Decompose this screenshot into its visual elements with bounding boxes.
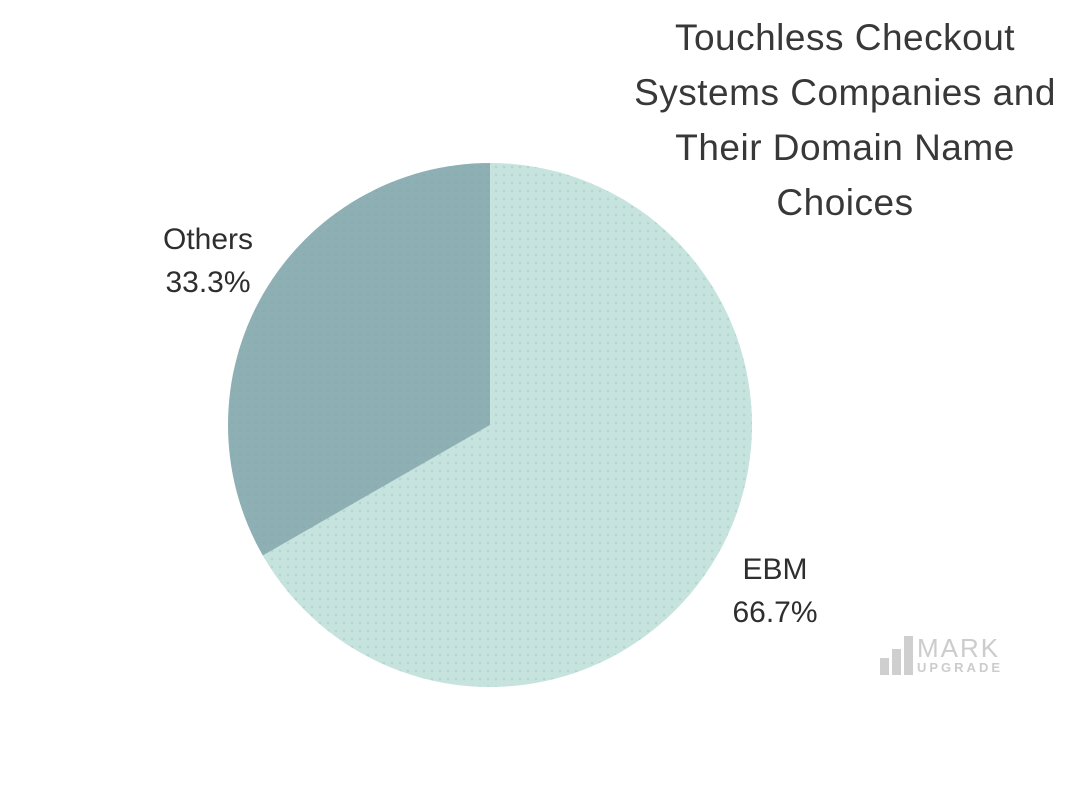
chart-title-line: Systems Companies and bbox=[634, 72, 1056, 113]
chart-title-line: Touchless Checkout bbox=[674, 17, 1016, 58]
bar-chart-icon-bar bbox=[880, 658, 889, 675]
chart-title-line: Their Domain Name bbox=[675, 127, 1015, 168]
slice-percent: 66.7% bbox=[732, 596, 818, 629]
brand-name: MARK UPGRADE bbox=[917, 633, 1004, 675]
slice-name: EBM bbox=[742, 553, 808, 586]
slice-label-others: Others 33.3% bbox=[123, 218, 293, 304]
chart-title-line: Choices bbox=[776, 182, 914, 223]
bar-chart-icon-bar bbox=[904, 636, 913, 675]
slice-label-ebm: EBM 66.7% bbox=[690, 548, 860, 634]
bar-chart-icon bbox=[880, 636, 913, 675]
pie-slice-ebm bbox=[262, 163, 752, 687]
brand-watermark: MARK UPGRADE bbox=[880, 633, 1004, 675]
pie-chart bbox=[228, 163, 752, 687]
brand-name-bottom: UPGRADE bbox=[917, 660, 1004, 675]
slice-name: Others bbox=[162, 223, 254, 256]
bar-chart-icon-bar bbox=[892, 649, 901, 675]
pie-svg bbox=[228, 163, 752, 687]
slice-percent: 33.3% bbox=[165, 266, 251, 299]
pie-slice-others bbox=[228, 163, 490, 556]
chart-title: Touchless Checkout Systems Companies and… bbox=[605, 10, 1080, 230]
brand-name-top: MARK bbox=[917, 633, 1001, 663]
